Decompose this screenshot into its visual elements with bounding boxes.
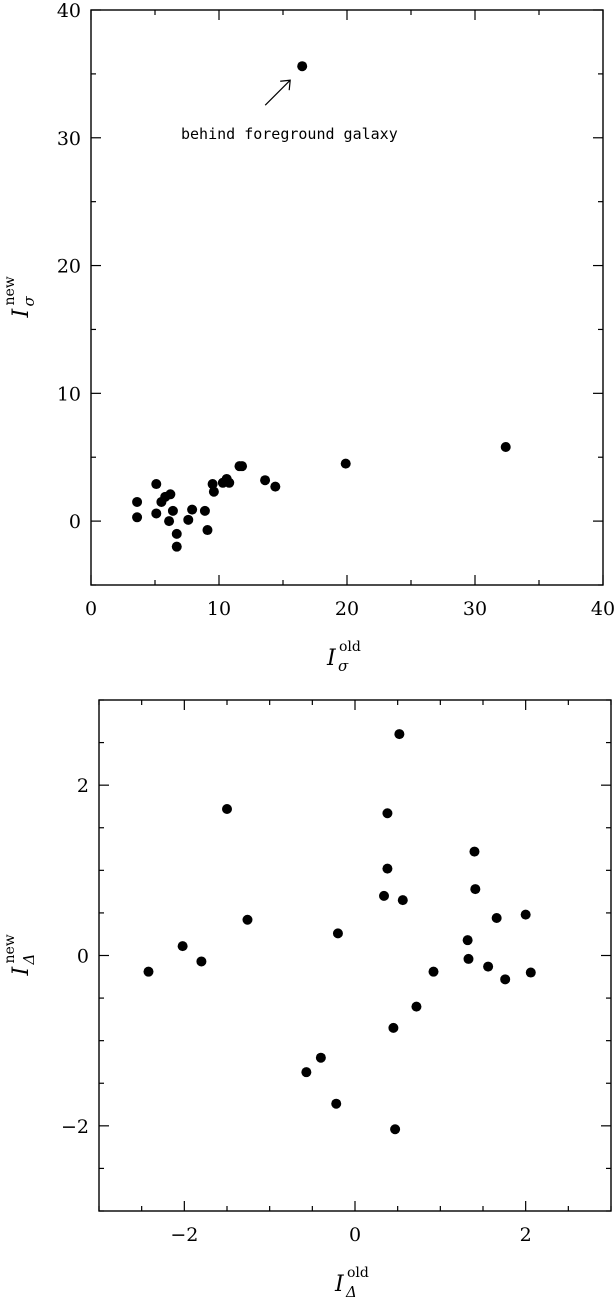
top-data-point [171,541,182,552]
bottom-data-point [332,928,343,939]
bottom-xtick-label: 2 [520,1224,532,1246]
top-ytick-label: 10 [57,383,81,405]
bottom-data-point [379,890,390,901]
top-y-axis-label-main: I [9,308,34,319]
top-ytick-label: 30 [57,128,81,150]
bottom-data-point [491,913,502,924]
top-data-point [340,458,351,469]
bottom-data-point [483,961,494,972]
top-y-axis-label-sub: σ [20,296,38,307]
bottom-data-point [463,953,474,964]
bottom-ytick-label: 0 [77,946,89,968]
top-data-point [164,516,175,527]
top-ytick-label: 40 [57,0,81,22]
top-data-point [171,528,182,539]
top-data-point [151,508,162,519]
bottom-data-point [382,863,393,874]
top-data-point [167,505,178,516]
bottom-xtick-label: 0 [349,1224,361,1246]
top-data-point [500,442,511,452]
top-annotation-arrowhead [280,79,291,91]
top-xtick-label: 10 [207,598,231,620]
top-annotation-arrow [264,79,291,106]
bottom-data-point [388,1022,399,1033]
bottom-data-point [469,846,480,857]
bottom-x-axis-label-sup: old [347,1265,369,1281]
top-ytick-label: 20 [57,256,81,278]
bottom-y-axis-label-main: I [9,966,34,977]
bottom-data-point [143,966,154,977]
bottom-data-point [390,1124,401,1135]
bottom-ytick-label: −2 [61,1116,89,1138]
top-data-point [202,525,213,536]
top-data-point [156,496,167,507]
top-y-axis-label-sup: new [2,276,18,305]
bottom-data-point [196,956,207,967]
bottom-x-axis-label-main: I [334,1272,345,1297]
top-xtick-label: 20 [335,598,359,620]
top-data-point [237,461,248,472]
top-data-point [297,61,308,72]
top-x-axis-label-sub: σ [338,657,349,675]
bottom-data-point [222,804,232,815]
bottom-data-point [428,966,439,977]
top-data-point [187,504,198,515]
top-data-point [208,486,219,497]
top-data-point [207,479,218,490]
bottom-data-point [242,914,253,925]
bottom-data-point [397,895,408,906]
bottom-data-point [520,909,531,920]
top-data-point [224,477,235,488]
bottom-data-point [525,967,536,978]
bottom-data-point [462,935,473,946]
bottom-data-point [411,1001,422,1012]
bottom-data-point [500,974,511,985]
bottom-data-point [470,884,481,895]
bottom-data-point [382,808,393,819]
bottom-x-axis-label-sub: Δ [345,1283,357,1299]
bottom-data-point [177,941,188,952]
top-x-axis-label-sup: old [339,639,361,655]
bottom-y-axis-label-sup: new [2,934,18,963]
bottom-y-axis-label-sub: Δ [20,954,38,966]
bottom-xtick-label: −2 [170,1224,198,1246]
top-data-point [132,512,143,523]
top-xtick-label: 0 [85,598,97,620]
bottom-ytick-label: 2 [77,775,89,797]
top-data-point [260,475,271,486]
bottom-data-point [301,1067,312,1078]
top-xtick-label: 40 [591,598,615,620]
top-annotation-text: behind foreground galaxy [181,125,398,143]
bottom-data-point [331,1098,342,1109]
top-data-point [183,514,194,525]
top-data-point [132,496,143,507]
top-data-point [151,479,162,490]
top-data-point [270,481,281,492]
top-xtick-label: 30 [463,598,487,620]
bottom-data-point [315,1052,326,1063]
top-ytick-label: 0 [69,511,81,533]
bottom-plot-frame [98,699,612,1212]
bottom-data-point [394,729,405,740]
top-data-point [199,505,210,516]
top-x-axis-label-main: I [326,646,337,671]
